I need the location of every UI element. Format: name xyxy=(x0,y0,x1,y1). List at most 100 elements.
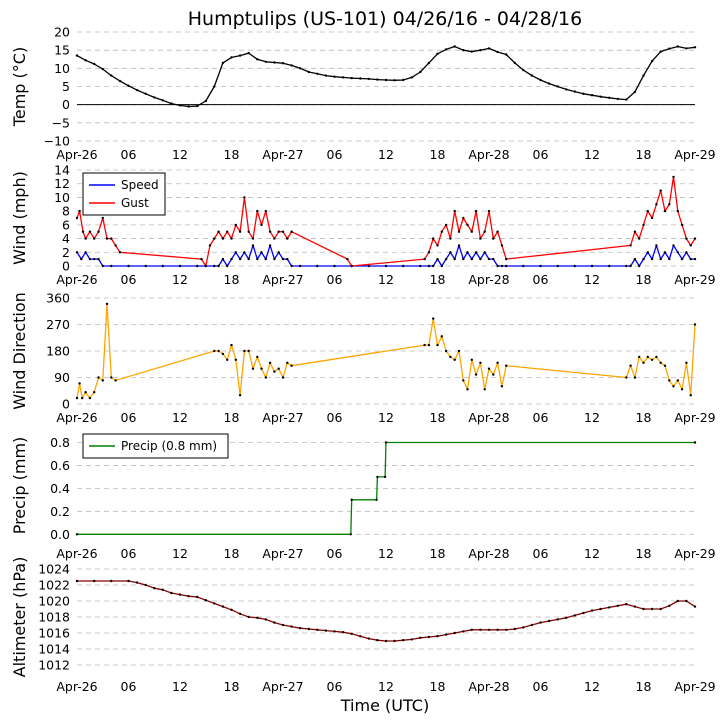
x-tick-label: Apr-29 xyxy=(674,679,715,694)
x-tick-label: 12 xyxy=(378,546,394,561)
data-point xyxy=(423,343,426,347)
data-point xyxy=(474,251,478,254)
x-tick-label: 06 xyxy=(327,546,343,561)
data-point xyxy=(84,237,87,240)
data-point xyxy=(84,59,87,62)
data-point xyxy=(200,257,203,261)
data-point xyxy=(685,251,688,254)
data-point xyxy=(341,631,345,634)
data-point xyxy=(75,251,79,254)
data-point xyxy=(135,581,139,584)
data-point xyxy=(384,441,388,444)
data-point xyxy=(273,61,276,64)
data-point xyxy=(264,60,267,63)
data-point xyxy=(238,612,242,615)
data-point xyxy=(234,223,237,227)
data-point xyxy=(522,626,525,629)
data-point xyxy=(393,79,396,82)
data-point xyxy=(114,244,117,247)
data-point xyxy=(281,257,285,261)
data-point xyxy=(161,588,164,591)
data-point xyxy=(457,230,461,233)
y-tick-label: 10 xyxy=(54,61,70,76)
data-point xyxy=(213,85,216,88)
data-point xyxy=(650,607,654,611)
data-point xyxy=(97,257,100,261)
data-point xyxy=(522,264,525,268)
legend-label: Speed xyxy=(121,178,159,192)
data-point xyxy=(251,367,255,370)
x-tick-label: 18 xyxy=(224,272,240,287)
data-point xyxy=(453,631,456,635)
y-tick-label: 0 xyxy=(62,397,70,412)
data-point xyxy=(646,209,649,213)
y-tick-label: 0.0 xyxy=(50,527,70,542)
data-point xyxy=(483,251,486,254)
data-point xyxy=(286,361,289,364)
data-point xyxy=(350,76,353,80)
data-point xyxy=(693,323,697,326)
data-point xyxy=(80,257,83,261)
data-point xyxy=(655,355,658,359)
data-point xyxy=(432,237,435,240)
data-point xyxy=(75,54,79,57)
data-point xyxy=(500,385,504,388)
data-point xyxy=(462,379,465,382)
data-point xyxy=(97,376,100,379)
data-point xyxy=(410,638,413,641)
data-point xyxy=(668,379,671,382)
y-tick-label: 12 xyxy=(54,176,70,191)
data-point xyxy=(247,51,250,55)
data-point xyxy=(539,621,542,624)
data-point xyxy=(277,230,280,233)
data-point xyxy=(487,367,491,370)
data-point xyxy=(88,257,92,261)
x-tick-label: 12 xyxy=(172,546,188,561)
x-tick-label: 18 xyxy=(636,410,652,425)
data-point xyxy=(97,230,100,233)
data-point xyxy=(307,70,310,74)
y-tick-label: 360 xyxy=(46,291,70,306)
data-point xyxy=(226,230,229,233)
data-point xyxy=(84,391,87,394)
data-point xyxy=(290,230,293,233)
data-point xyxy=(642,74,645,77)
data-point xyxy=(234,358,237,361)
data-point xyxy=(436,635,439,638)
data-point xyxy=(221,61,225,65)
data-point xyxy=(350,498,353,501)
data-point xyxy=(539,78,542,82)
data-point xyxy=(238,394,242,397)
data-point xyxy=(101,264,105,268)
data-point xyxy=(383,475,387,479)
data-point xyxy=(470,50,473,53)
data-point xyxy=(178,104,182,107)
data-point xyxy=(238,230,242,233)
data-point xyxy=(324,629,328,632)
x-tick-label: Apr-27 xyxy=(262,410,303,425)
data-point xyxy=(230,237,233,240)
x-tick-label: Apr-27 xyxy=(262,147,303,162)
series-line-gust xyxy=(76,176,696,267)
data-point xyxy=(573,614,576,617)
data-point xyxy=(402,639,405,642)
data-point xyxy=(483,388,486,391)
data-point xyxy=(659,50,662,53)
data-point xyxy=(256,58,259,61)
data-point xyxy=(633,230,637,233)
x-tick-label: Apr-26 xyxy=(56,410,97,425)
data-point xyxy=(492,373,495,376)
data-point xyxy=(196,264,199,268)
data-point xyxy=(650,358,654,361)
data-point xyxy=(268,244,272,247)
data-point xyxy=(625,603,628,606)
data-point xyxy=(453,45,456,48)
data-point xyxy=(367,77,370,81)
y-tick-label: 1018 xyxy=(38,610,70,625)
x-tick-label: 18 xyxy=(224,546,240,561)
data-point xyxy=(427,264,431,268)
